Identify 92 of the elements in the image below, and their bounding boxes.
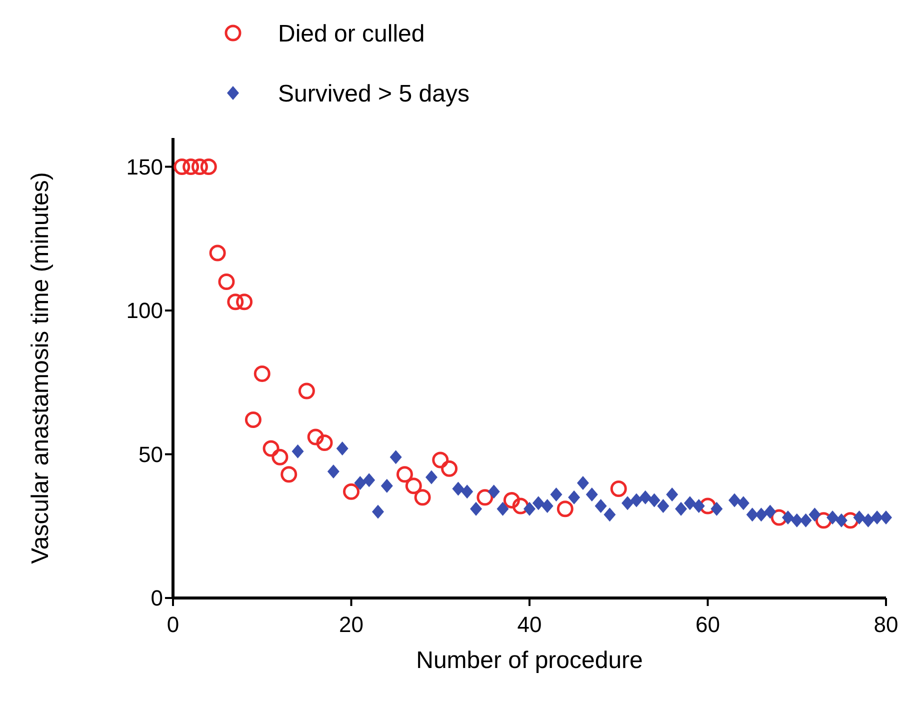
point [880,510,892,524]
point [209,244,226,262]
legend-label: Died or culled [278,20,425,48]
point [594,499,607,513]
point [815,512,832,529]
point [452,482,464,496]
point [586,488,598,502]
point [800,513,812,528]
point [532,496,544,510]
point [476,489,494,506]
point [390,450,402,464]
point [871,510,884,524]
x-tick-label: 60 [696,612,720,637]
point [503,492,520,508]
point [648,493,660,508]
point [770,509,788,526]
point [826,510,839,524]
point [343,483,360,500]
point [556,500,574,518]
point [604,508,616,522]
x-tick-label: 80 [874,612,898,637]
point [808,508,821,522]
point [298,382,315,400]
point [244,412,262,428]
point [174,158,190,175]
x-tick-label: 20 [339,612,364,637]
point [227,294,244,310]
point [262,440,280,457]
point [336,442,348,456]
point [218,274,235,290]
x-tick-label: 40 [517,612,542,637]
point [630,493,642,508]
point [700,498,716,514]
y-tick-label: 150 [126,154,163,180]
point [684,496,696,510]
y-tick-label: 0 [150,586,163,611]
point [710,502,723,516]
point [541,499,554,513]
point [280,466,298,483]
point [425,470,438,484]
y-tick-label: 50 [138,442,163,467]
point [568,490,580,504]
point [853,510,866,524]
point [675,502,688,516]
point [842,512,859,529]
point [755,508,768,522]
point [639,490,652,504]
point [764,504,776,519]
point [372,504,384,519]
point [610,480,627,497]
point [236,294,253,310]
point [782,510,794,524]
x-axis-title: Number of procedure [416,647,643,674]
point [272,448,288,466]
x-tick-label: 0 [166,612,180,637]
point [835,513,848,528]
y-tick-label: 100 [126,298,163,324]
point [692,499,705,513]
point [666,488,678,502]
point [254,366,270,382]
point [657,499,670,513]
point [292,444,304,458]
point [316,434,333,451]
point [746,508,758,522]
point [512,498,529,514]
point [354,476,366,490]
point [728,493,740,508]
point [200,158,217,175]
point [737,496,750,510]
point [461,484,474,499]
point [550,488,562,502]
point [414,489,431,506]
point [396,466,413,483]
point [862,513,874,528]
point [790,513,803,528]
point [405,478,422,494]
point [524,502,536,516]
point [191,158,208,175]
point [488,484,500,499]
point [496,502,509,516]
y-axis-title: Vascular anastamosis time (minutes) [27,172,54,564]
point [622,496,634,510]
point [363,473,376,488]
point [576,476,589,490]
point [380,478,393,493]
point [327,464,340,478]
point [432,452,449,468]
legend-label: Survived > 5 days [278,80,470,108]
point [470,502,482,516]
point [441,460,458,477]
point [182,158,200,175]
point [307,428,324,446]
